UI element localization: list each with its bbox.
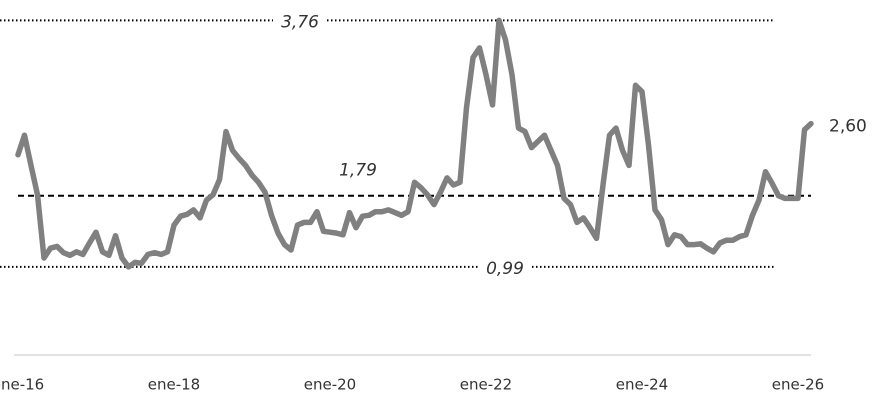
- x-tick-label: ene-22: [460, 376, 512, 394]
- data-line: [15, 17, 814, 270]
- x-tick-label: ene-16: [0, 376, 44, 394]
- x-tick-label: ene-18: [148, 376, 200, 394]
- end-label: 2,60: [829, 117, 867, 137]
- reference-label: 1,79: [339, 161, 377, 181]
- reference-label: 0,99: [486, 259, 524, 279]
- x-tick-label: ene-24: [616, 376, 668, 394]
- x-tick-label: ene-20: [304, 376, 356, 394]
- x-tick-label: ene-26: [772, 376, 824, 394]
- reference-label: 3,76: [281, 12, 319, 32]
